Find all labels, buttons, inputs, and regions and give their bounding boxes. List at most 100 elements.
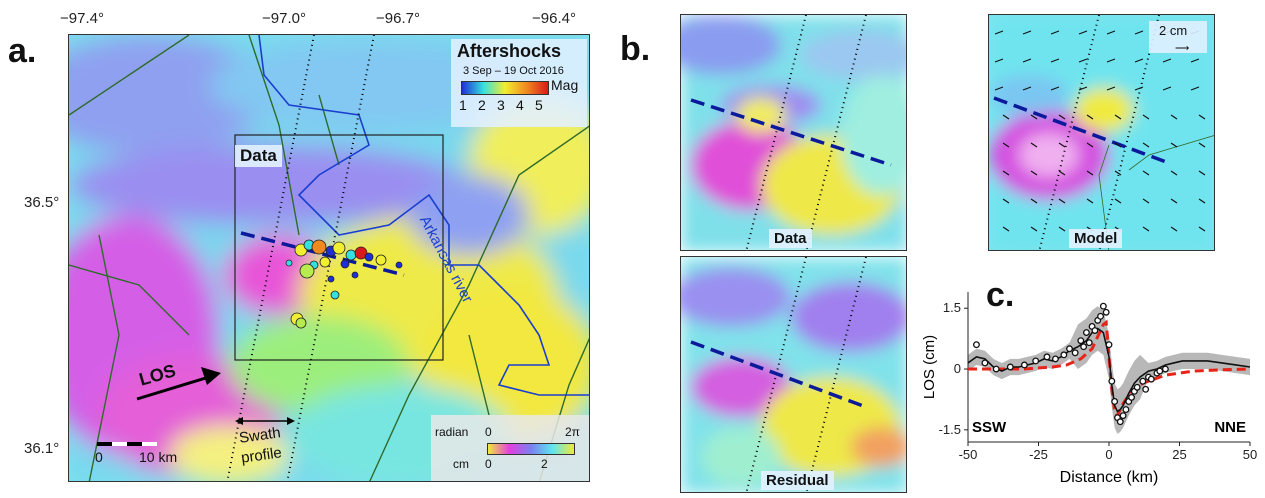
cb-cm-label: cm [453, 457, 469, 471]
displacement-arrow [1058, 142, 1066, 148]
mag-tick-4: 4 [516, 97, 524, 113]
profile-point [1082, 329, 1090, 336]
mag-tick-5: 5 [535, 97, 543, 113]
aftershocks-legend: Aftershocks 3 Sep – 19 Oct 2016 Mag 1 2 … [451, 39, 587, 127]
x-tick-label: -50 [959, 447, 978, 462]
lon-tick-2: −97.0° [262, 10, 306, 27]
displacement-arrow [1058, 170, 1066, 176]
displacement-arrow [1022, 58, 1032, 63]
displacement-arrow [1198, 142, 1206, 148]
displacement-arrow [1022, 30, 1032, 35]
displacement-arrow [1086, 170, 1094, 176]
swath-band [968, 306, 1250, 434]
displacement-arrow [1022, 86, 1032, 91]
profile-point [1156, 367, 1164, 375]
profile-point [992, 365, 1000, 373]
profile-point [1091, 327, 1099, 334]
panel-a-letter: a. [8, 32, 37, 70]
displacement-arrow [1198, 198, 1206, 204]
profile-point [1085, 339, 1093, 347]
profile-point [1147, 375, 1155, 383]
displacement-arrow [1170, 198, 1178, 204]
displacement-arrow [1030, 142, 1038, 148]
y-tick-label: 0 [954, 361, 961, 376]
displacement-arrow [1114, 142, 1122, 148]
vector-scale-arrow-icon: ⟶ [1175, 43, 1190, 54]
displacement-arrow [1050, 30, 1060, 35]
cb-radian-max: 2π [565, 425, 580, 439]
displacement-arrow [1142, 226, 1150, 232]
magnitude-colorbar [461, 81, 549, 95]
data-map: Data [680, 14, 907, 251]
model-map: 2 cm ⟶ Model [988, 14, 1215, 251]
profile-point [1080, 343, 1088, 351]
mag-tick-1: 1 [459, 97, 467, 113]
displacement-arrow [1002, 226, 1010, 232]
displacement-arrow [1198, 114, 1206, 120]
displacement-arrow [1106, 30, 1116, 35]
displacement-arrow [1002, 142, 1010, 148]
displacement-arrow [1058, 226, 1066, 232]
profile-point [1066, 345, 1073, 353]
lon-tick-4: −96.4° [532, 10, 576, 27]
displacement-arrow [1170, 170, 1178, 176]
interferogram-map: Aftershocks 3 Sep – 19 Oct 2016 Mag 1 2 … [68, 34, 590, 482]
displacement-arrow [1170, 226, 1178, 232]
displacement-arrow [1106, 86, 1116, 91]
model-profile-line [968, 319, 1251, 419]
data-map-label: Data [769, 229, 812, 248]
cb-radian-label: radian [435, 425, 469, 439]
profile-point [1111, 398, 1119, 405]
displacement-arrow [1134, 86, 1144, 91]
lat-tick-1: 36.5° [24, 194, 60, 211]
residual-map-label: Residual [761, 471, 834, 490]
phase-colorbar: radian 0 2π cm 0 2 [433, 421, 589, 481]
displacement-arrow [1162, 58, 1172, 63]
profile-point [1032, 357, 1040, 365]
cb-cm-min: 0 [485, 457, 492, 471]
displacement-arrow [1198, 170, 1206, 176]
profile-point [1043, 353, 1051, 361]
x-axis-label: Distance (km) [1060, 469, 1159, 486]
profile-point [973, 341, 980, 349]
displacement-arrow [1142, 170, 1150, 176]
displacement-arrow [1078, 58, 1088, 63]
displacement-arrow [1198, 226, 1206, 232]
displacement-arrow [1170, 142, 1178, 148]
displacement-arrow [1134, 58, 1144, 63]
displacement-arrow [994, 58, 1004, 63]
scale-zero: 0 [95, 449, 103, 465]
y-tick-label: 1.5 [943, 300, 961, 315]
displacement-arrow [1030, 114, 1038, 120]
profile-point [1119, 412, 1127, 420]
displacement-arrow [1030, 170, 1038, 176]
profile-point [1097, 312, 1104, 320]
cb-radian-min: 0 [485, 425, 492, 439]
profile-point [1020, 361, 1028, 369]
profile-point [1077, 337, 1085, 345]
displacement-arrow [1134, 30, 1144, 35]
aftershocks-dates: 3 Sep – 19 Oct 2016 [463, 65, 564, 77]
y-axis-label: LOS (cm) [921, 335, 938, 399]
profile-point [1099, 302, 1107, 310]
lon-tick-3: −96.7° [376, 10, 420, 27]
displacement-arrow [1002, 198, 1010, 204]
displacement-arrow [1086, 198, 1094, 204]
displacement-arrow [1106, 58, 1116, 63]
los-profile-chart: -50 -25 0 25 50 -1.5 0 1.5 LOS (cm) Distance (km)… [921, 292, 1257, 486]
x-tick-label: -25 [1029, 447, 1048, 462]
displacement-arrow [1190, 58, 1200, 63]
displacement-arrow [1086, 142, 1094, 148]
profile-point [1133, 383, 1141, 391]
x-tick-label: 25 [1172, 447, 1186, 462]
displacement-arrow [1114, 198, 1122, 204]
displacement-arrow [1142, 198, 1150, 204]
displacement-arrow [1030, 198, 1038, 204]
lon-tick-1: −97.4° [60, 10, 104, 27]
displacement-arrow [1162, 86, 1172, 91]
profile-point [1060, 351, 1068, 359]
profile-point [981, 359, 989, 367]
displacement-arrow [1002, 114, 1010, 120]
profile-point [1006, 363, 1014, 371]
displacement-arrow [1002, 170, 1010, 176]
